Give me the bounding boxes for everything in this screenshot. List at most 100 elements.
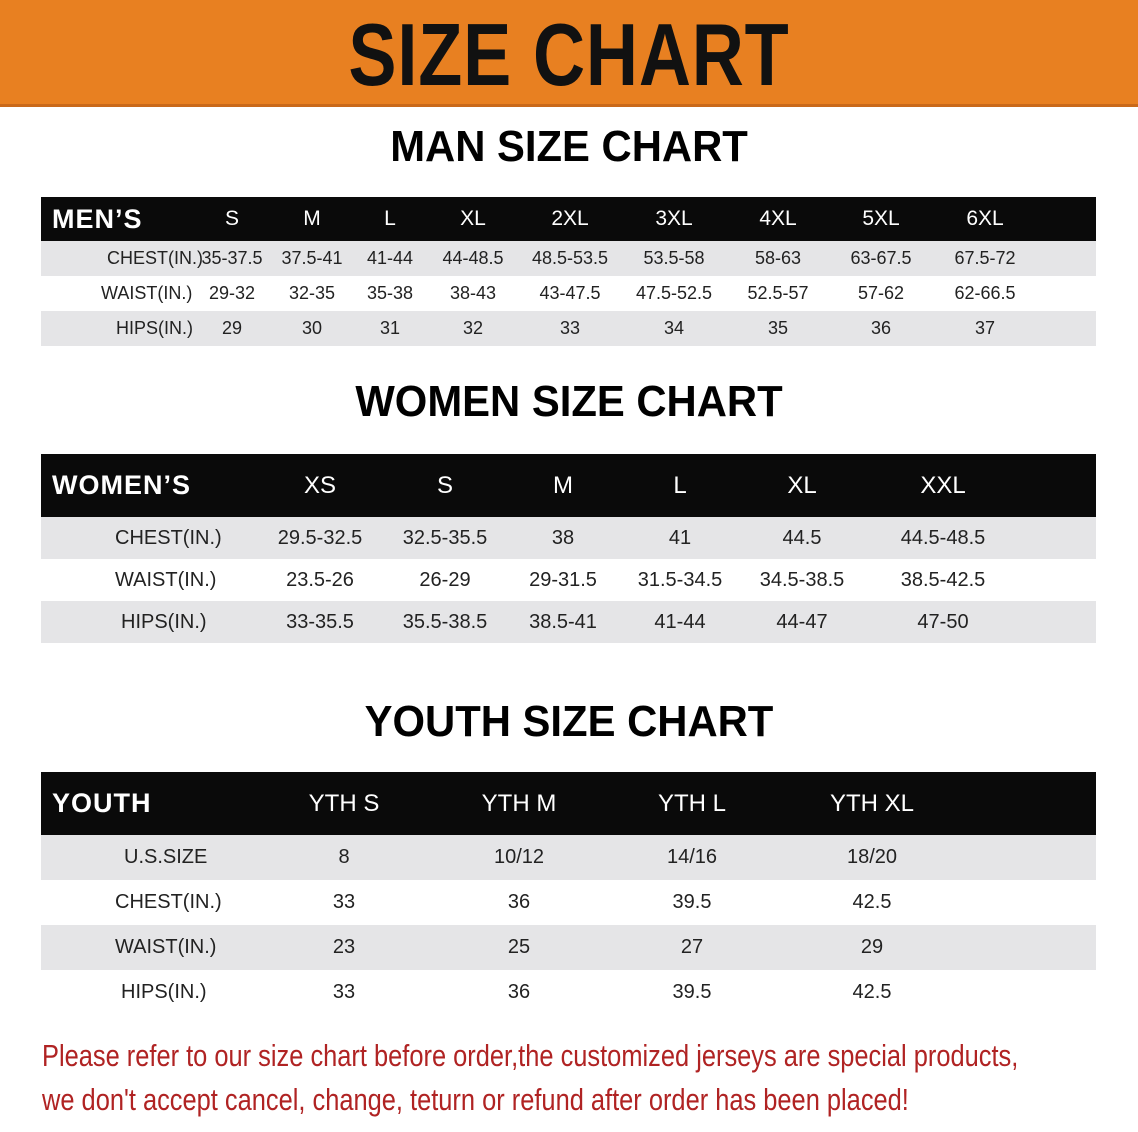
header-label: YOUTH <box>52 788 152 818</box>
table-cell: 39.5 <box>672 891 712 913</box>
row-label: WAIST(IN.) <box>115 569 217 591</box>
table-cell: 33-35.5 <box>286 611 354 633</box>
banner-title: SIZE CHART <box>348 5 790 104</box>
table-cell: 67.5-72 <box>954 248 1016 268</box>
size-header: YTH XL <box>829 790 915 817</box>
size-header: 4XL <box>759 207 797 230</box>
size-header: XL <box>787 472 817 499</box>
men-section-title: MAN SIZE CHART <box>390 122 748 171</box>
table-cell: 32.5-35.5 <box>402 527 488 549</box>
table-cell: 48.5-53.5 <box>531 248 609 268</box>
table-cell: 44-48.5 <box>442 248 504 268</box>
row-label: CHEST(IN.) <box>115 527 222 549</box>
table-cell: 36 <box>507 891 531 913</box>
table-cell: 62-66.5 <box>954 283 1016 303</box>
table-cell: 35 <box>767 318 789 338</box>
table-cell: 10/12 <box>493 846 545 868</box>
table-cell: 63-67.5 <box>850 248 912 268</box>
table-row: CHEST(IN.) 33 36 39.5 42.5 <box>41 880 1096 925</box>
table-cell: 41-44 <box>654 611 706 633</box>
row-label: WAIST(IN.) <box>115 936 217 958</box>
size-header: XXL <box>920 472 966 499</box>
table-cell: 35-38 <box>366 283 414 303</box>
table-cell: 57-62 <box>857 283 905 303</box>
table-cell: 34.5-38.5 <box>759 569 845 591</box>
table-cell: 43-47.5 <box>539 283 601 303</box>
table-cell: 29 <box>860 936 884 958</box>
table-cell: 33 <box>559 318 581 338</box>
youth-size-table: YOUTH YTH S YTH M YTH L YTH XL U.S.SIZE 8 10/12… <box>41 772 1096 1015</box>
table-cell: 47-50 <box>917 611 969 633</box>
notice-line-2: we don't accept cancel, change, teturn o… <box>42 1082 909 1117</box>
table-cell: 38-43 <box>449 283 497 303</box>
table-cell: 23.5-26 <box>286 569 354 591</box>
table-row: WAIST(IN.) 23 25 27 29 <box>41 925 1096 970</box>
size-header: L <box>673 472 687 499</box>
table-cell: 26-29 <box>419 569 471 591</box>
size-header: S <box>436 472 454 499</box>
table-cell: 36 <box>507 981 531 1003</box>
table-cell: 36 <box>870 318 892 338</box>
table-cell: 34 <box>663 318 685 338</box>
size-header: 5XL <box>862 207 900 230</box>
table-cell: 29.5-32.5 <box>277 527 363 549</box>
table-cell: 8 <box>338 846 350 868</box>
table-cell: 30 <box>301 318 323 338</box>
table-cell: 32 <box>462 318 484 338</box>
size-header: L <box>384 207 396 230</box>
table-cell: 38.5-42.5 <box>900 569 986 591</box>
table-cell: 27 <box>680 936 704 958</box>
table-cell: 53.5-58 <box>643 248 705 268</box>
row-label: HIPS(IN.) <box>121 981 207 1003</box>
youth-section-title: YOUTH SIZE CHART <box>364 697 774 746</box>
table-cell: 37.5-41 <box>281 248 343 268</box>
size-header: XS <box>303 472 337 499</box>
table-header-row: WOMEN’S XS S M L XL XXL <box>41 454 1096 517</box>
table-cell: 35.5-38.5 <box>402 611 488 633</box>
table-cell: 29-32 <box>208 283 256 303</box>
size-header: 2XL <box>551 207 589 230</box>
table-cell: 35-37.5 <box>201 248 263 268</box>
header-label: WOMEN’S <box>52 470 191 500</box>
table-cell: 18/20 <box>846 846 898 868</box>
row-label: WAIST(IN.) <box>101 283 193 303</box>
size-header: YTH S <box>308 790 380 817</box>
row-label: HIPS(IN.) <box>116 318 194 338</box>
size-header: M <box>553 472 573 499</box>
table-cell: 39.5 <box>672 981 712 1003</box>
table-cell: 31 <box>379 318 401 338</box>
table-cell: 38 <box>551 527 575 549</box>
table-cell: 25 <box>507 936 531 958</box>
table-cell: 23 <box>332 936 356 958</box>
header-label: MEN’S <box>52 204 143 234</box>
row-label: U.S.SIZE <box>124 846 208 868</box>
table-cell: 29-31.5 <box>529 569 597 591</box>
size-header: 3XL <box>655 207 693 230</box>
size-header: YTH L <box>657 790 727 817</box>
table-cell: 41 <box>668 527 692 549</box>
size-header: M <box>303 207 321 230</box>
table-cell: 33 <box>332 981 356 1003</box>
table-row: CHEST(IN.) 35-37.5 37.5-41 41-44 44-48.5 48.5… <box>41 241 1096 276</box>
row-label: CHEST(IN.) <box>115 891 222 913</box>
table-cell: 32-35 <box>288 283 336 303</box>
women-size-table: WOMEN’S XS S M L XL XXL CHEST(IN.) 29.5-32.5 32.5… <box>41 454 1096 643</box>
table-row: HIPS(IN.) 33-35.5 35.5-38.5 38.5-41 41-44 44-… <box>41 601 1096 643</box>
table-cell: 38.5-41 <box>529 611 597 633</box>
table-row: CHEST(IN.) 29.5-32.5 32.5-35.5 38 41 44.5 44.5… <box>41 517 1096 559</box>
table-cell: 42.5 <box>852 981 892 1003</box>
table-cell: 37 <box>974 318 996 338</box>
table-cell: 41-44 <box>366 248 414 268</box>
table-cell: 44.5-48.5 <box>900 527 986 549</box>
table-row: HIPS(IN.) 29 30 31 32 33 34 35 36 37 <box>41 311 1096 346</box>
men-size-table: MEN’S S M L XL 2XL 3XL 4XL 5XL 6XL CHEST(IN.) 35-37… <box>41 197 1096 346</box>
size-header: 6XL <box>966 207 1004 230</box>
size-header: XL <box>460 207 486 230</box>
table-cell: 44-47 <box>776 611 828 633</box>
table-row: HIPS(IN.) 33 36 39.5 42.5 <box>41 970 1096 1015</box>
table-cell: 47.5-52.5 <box>635 283 713 303</box>
table-cell: 52.5-57 <box>747 283 809 303</box>
table-header-row: YOUTH YTH S YTH M YTH L YTH XL <box>41 772 1096 835</box>
row-label: HIPS(IN.) <box>121 611 207 633</box>
